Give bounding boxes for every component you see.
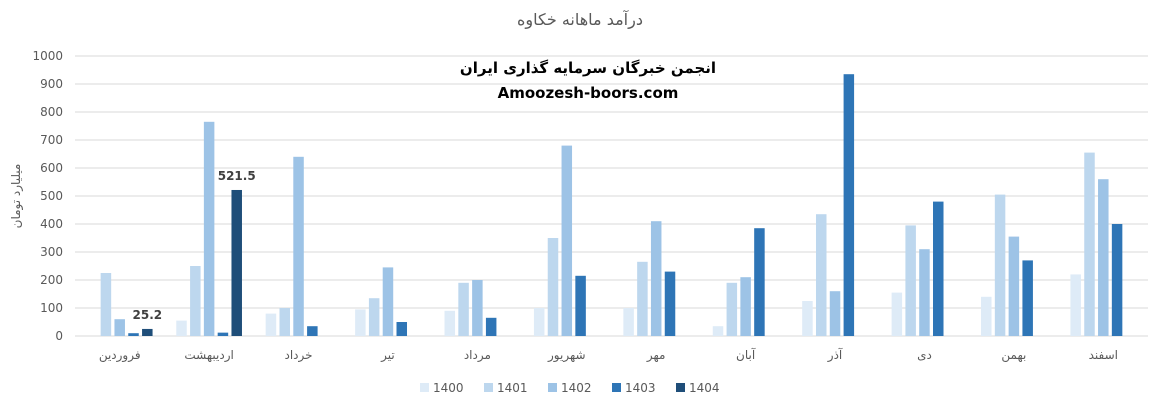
bar-1402 (114, 319, 125, 336)
bar-1400 (712, 326, 724, 336)
bar-1403 (128, 333, 139, 336)
bar-1401 (994, 194, 1006, 336)
bar-1400 (623, 308, 634, 336)
bar-1400 (981, 296, 992, 336)
gridlines (75, 55, 1148, 337)
bar-1402 (203, 121, 215, 336)
bar-1403 (485, 317, 497, 336)
legend-swatch (612, 383, 621, 392)
bar-1400 (265, 313, 277, 336)
y-tick-label: 400 (40, 217, 63, 231)
bar-1402 (650, 221, 662, 336)
bar-1403 (1111, 224, 1123, 336)
bar-1400 (1070, 274, 1081, 336)
x-tick-label: مرداد (464, 348, 491, 363)
y-tick-label: 200 (40, 273, 63, 287)
bar-1401 (458, 282, 469, 336)
data-label: 521.5 (218, 169, 256, 183)
x-tick-label: شهریور (547, 348, 586, 363)
y-tick-label: 500 (40, 189, 63, 203)
bar-1403 (933, 201, 944, 336)
bar-1402 (1098, 179, 1109, 336)
legend: 1400 1401 1402 1403 1404 (420, 381, 720, 395)
legend-label: 1400 (433, 381, 464, 395)
x-tick-label: آبان (736, 347, 756, 362)
bar-1401 (1084, 152, 1095, 336)
bar-1402 (919, 249, 930, 336)
bar-1402 (829, 291, 841, 336)
legend-swatch (484, 383, 493, 392)
watermark-title: انجمن خبرگان سرمایه گذاری ایران (460, 59, 716, 77)
bar-1401 (100, 273, 112, 336)
bar-1400 (802, 301, 813, 336)
bar-1401 (190, 266, 201, 336)
bar-1403 (754, 228, 765, 336)
bar-1401 (368, 298, 380, 336)
x-axis-ticks: فروردین اردیبهشت خرداد تیر مرداد شهریور مهر آبا… (99, 347, 1118, 363)
y-tick-label: 700 (40, 133, 63, 147)
legend-swatch (420, 383, 429, 392)
bar-1401 (279, 308, 290, 336)
bar-1402 (740, 277, 751, 336)
legend-swatch (548, 383, 557, 392)
bar-1402 (293, 156, 304, 336)
legend-label: 1402 (561, 381, 592, 395)
y-tick-label: 900 (40, 77, 63, 91)
bar-1402 (561, 145, 573, 336)
x-tick-label: خرداد (285, 348, 313, 363)
y-axis-label: میلیارد تومان (9, 164, 24, 229)
bar-1404 (142, 328, 153, 336)
bars (100, 74, 1123, 336)
bar-1400 (444, 310, 456, 336)
bar-1403 (843, 74, 855, 336)
bar-1402 (382, 267, 394, 336)
chart-title: درآمد ماهانه خکاوه (517, 10, 643, 30)
bar-1400 (355, 309, 366, 336)
bar-1402 (472, 280, 483, 336)
legend-label: 1401 (497, 381, 528, 395)
bar-1401 (637, 261, 648, 336)
bar-1400 (891, 292, 903, 336)
bar-1401 (905, 225, 916, 336)
y-tick-label: 100 (40, 301, 63, 315)
bar-1403 (217, 332, 229, 336)
y-tick-label: 0 (55, 329, 63, 343)
x-tick-label: تیر (380, 348, 395, 363)
bar-1401 (815, 214, 827, 336)
bar-1403 (575, 275, 586, 336)
legend-label: 1404 (689, 381, 720, 395)
bar-1401 (726, 282, 738, 336)
x-tick-label: آذر (827, 347, 843, 363)
y-axis-ticks: 0 100 200 300 400 500 600 700 800 900 1000 (32, 49, 63, 343)
data-labels: 25.2 521.5 (133, 169, 256, 322)
legend-swatch (676, 383, 685, 392)
x-tick-label: فروردین (99, 348, 141, 363)
y-tick-label: 800 (40, 105, 63, 119)
bar-1403 (1022, 260, 1033, 336)
x-tick-label: مهر (646, 348, 666, 363)
x-tick-label: دی (917, 348, 932, 362)
bar-1403 (396, 322, 408, 336)
data-label: 25.2 (133, 308, 163, 322)
bar-1400 (533, 308, 545, 336)
x-tick-label: اسفند (1089, 348, 1118, 362)
bar-1403 (664, 271, 676, 336)
bar-1404 (231, 189, 242, 336)
bar-1400 (176, 320, 187, 336)
x-tick-label: اردیبهشت (184, 348, 233, 363)
legend-label: 1403 (625, 381, 656, 395)
y-tick-label: 600 (40, 161, 63, 175)
bar-1403 (307, 326, 318, 336)
bar-1402 (1008, 236, 1020, 336)
y-tick-label: 1000 (32, 49, 63, 63)
bar-1401 (547, 238, 559, 336)
watermark-url: Amoozesh-boors.com (498, 84, 679, 102)
y-tick-label: 300 (40, 245, 63, 259)
x-tick-label: بهمن (1001, 348, 1026, 363)
